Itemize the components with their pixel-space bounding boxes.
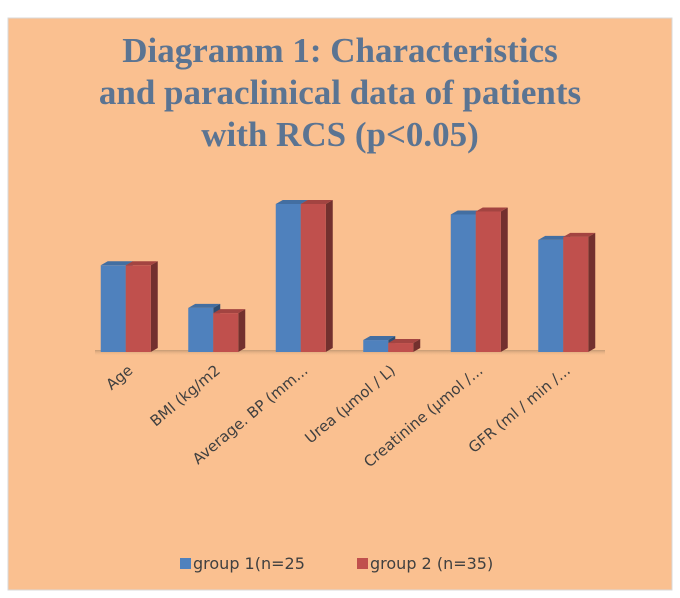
floor [95, 350, 605, 356]
bar [125, 261, 158, 352]
bar-front [275, 204, 301, 352]
chart-title: and paraclinical data of patients [99, 73, 581, 112]
bar-top [188, 303, 221, 308]
bar-top [388, 339, 421, 344]
bar-side [150, 261, 158, 352]
bar-front [538, 239, 564, 352]
chart-title: Diagramm 1: Characteristics [122, 31, 557, 70]
bar-front [125, 265, 151, 352]
bar-side [325, 200, 333, 352]
bar [563, 232, 596, 352]
bar-top [213, 309, 246, 314]
legend-label: group 2 (n=35) [370, 554, 493, 573]
bar-front [188, 307, 214, 352]
bar-top [538, 235, 571, 240]
bar-top [300, 200, 333, 204]
bar-front [363, 340, 389, 352]
bar-front [450, 214, 476, 352]
bar-front [475, 211, 501, 352]
bars [100, 200, 596, 352]
bar-top [363, 336, 396, 341]
legend: group 1(n=25 group 2 (n=35) [180, 554, 493, 573]
bar-front [563, 236, 589, 352]
bar-top [125, 261, 158, 266]
legend-swatch [180, 558, 191, 569]
bar-top [475, 207, 508, 212]
legend-swatch [357, 558, 368, 569]
bar-top [450, 210, 483, 215]
bar-side [413, 339, 421, 352]
bar-top [275, 200, 308, 204]
bar-front [100, 265, 126, 352]
legend-label: group 1(n=25 [193, 554, 305, 573]
bar [213, 309, 246, 352]
bar-side [588, 232, 596, 352]
bar-front [213, 313, 239, 352]
bar-side [238, 309, 246, 352]
bar-front [388, 343, 414, 352]
bar-front [300, 204, 326, 352]
chart-title: with RCS (p<0.05) [201, 115, 479, 154]
bar [475, 207, 508, 352]
bar [300, 200, 333, 352]
bar-side [500, 207, 508, 352]
bar [388, 339, 421, 352]
bar-top [100, 261, 133, 266]
bar-top [563, 232, 596, 237]
